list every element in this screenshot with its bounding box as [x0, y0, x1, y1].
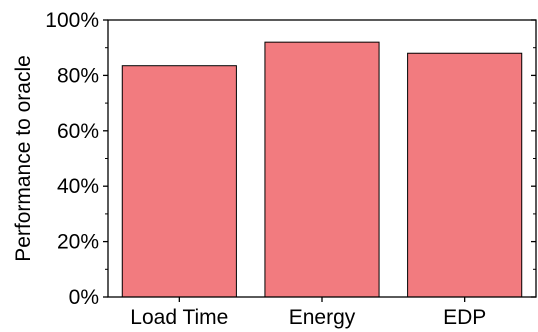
- x-ticks-group: Load Time Energy EDP: [130, 297, 486, 329]
- y-tick-label: 40%: [57, 175, 99, 198]
- y-tick-label: 20%: [57, 231, 99, 254]
- y-tick-label: 0%: [69, 286, 99, 309]
- bar-energy: [264, 41, 380, 298]
- plot-frame: [107, 19, 537, 298]
- bar-edp: [407, 52, 523, 298]
- bars-group: [121, 41, 523, 298]
- y-tick-label: 60%: [57, 120, 99, 143]
- y-tick-label: 80%: [57, 64, 99, 87]
- x-tick-label: EDP: [443, 306, 486, 329]
- y-axis-label: Performance to oracle: [12, 55, 35, 262]
- x-tick-label: Energy: [289, 306, 356, 329]
- x-tick-label: Load Time: [130, 306, 228, 329]
- y-ticks-group: 0% 20% 40% 60% 80% 100%: [45, 9, 536, 309]
- bar-load-time: [121, 65, 237, 298]
- y-tick-label: 100%: [45, 9, 99, 32]
